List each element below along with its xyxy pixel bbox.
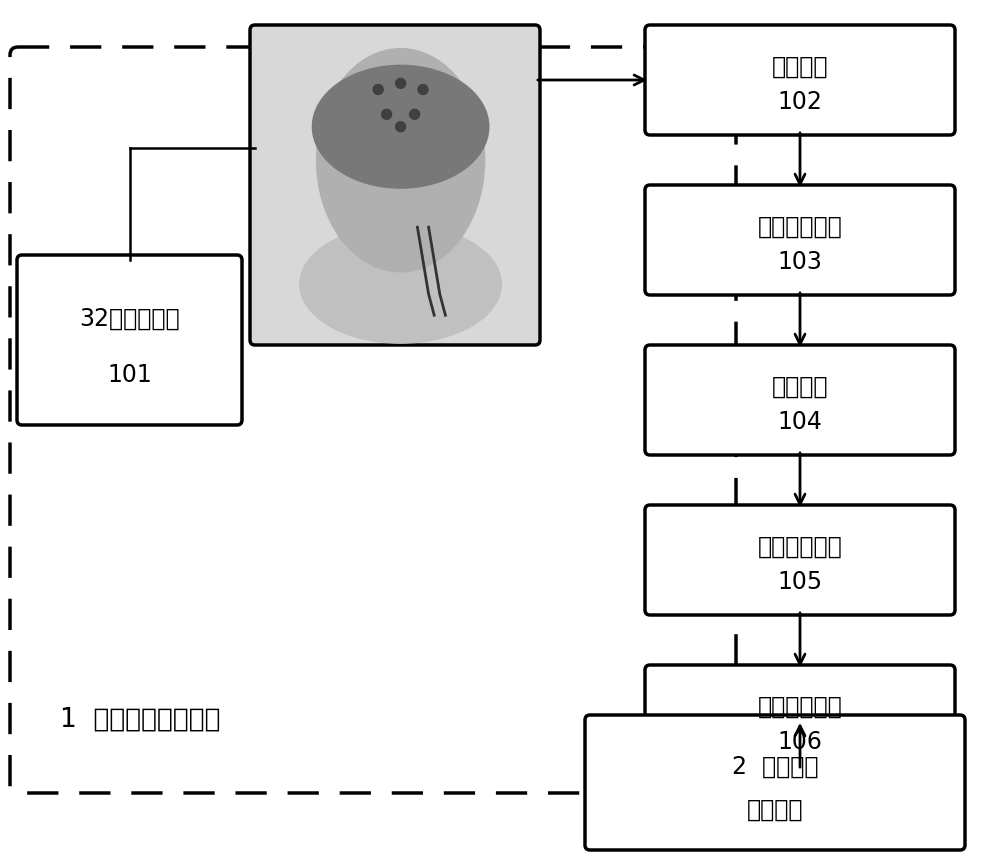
Text: 105: 105 — [777, 570, 823, 594]
Text: 信号放大模块: 信号放大模块 — [758, 215, 842, 239]
Text: 处理部分: 处理部分 — [747, 798, 803, 822]
Text: 32通道电极帽: 32通道电极帽 — [79, 307, 180, 331]
FancyBboxPatch shape — [645, 345, 955, 455]
Ellipse shape — [300, 225, 501, 343]
Circle shape — [410, 109, 420, 119]
Text: 采集电极: 采集电极 — [772, 55, 828, 79]
Text: 滤波模块: 滤波模块 — [772, 375, 828, 399]
Circle shape — [382, 109, 392, 119]
Circle shape — [418, 85, 428, 94]
FancyBboxPatch shape — [250, 25, 540, 345]
FancyBboxPatch shape — [10, 47, 736, 793]
Text: 无线发送模块: 无线发送模块 — [758, 695, 842, 719]
Text: 106: 106 — [778, 730, 822, 754]
Text: 2  脑电信号: 2 脑电信号 — [732, 754, 818, 778]
FancyBboxPatch shape — [645, 505, 955, 615]
Ellipse shape — [317, 48, 485, 272]
Text: 102: 102 — [778, 90, 822, 114]
FancyBboxPatch shape — [585, 715, 965, 850]
Text: 103: 103 — [778, 250, 822, 274]
FancyBboxPatch shape — [645, 665, 955, 775]
Ellipse shape — [312, 66, 489, 188]
FancyBboxPatch shape — [645, 185, 955, 295]
FancyBboxPatch shape — [17, 255, 242, 425]
Text: 104: 104 — [778, 410, 822, 434]
Circle shape — [396, 122, 406, 131]
Text: 1  脑电信号采集部分: 1 脑电信号采集部分 — [60, 707, 220, 733]
Circle shape — [373, 85, 383, 94]
FancyBboxPatch shape — [645, 25, 955, 135]
Circle shape — [396, 79, 406, 88]
Text: 模数转换模块: 模数转换模块 — [758, 535, 842, 559]
Text: 101: 101 — [107, 363, 152, 388]
